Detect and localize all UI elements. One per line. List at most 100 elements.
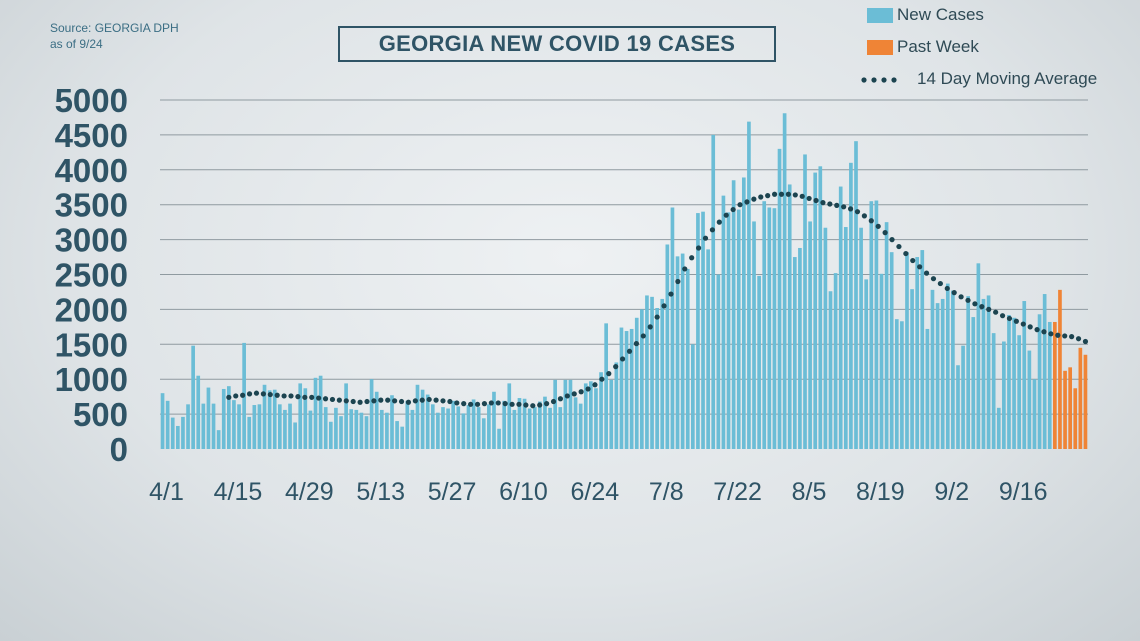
moving-average-point — [875, 223, 881, 229]
bar-past-week — [1063, 370, 1067, 449]
moving-average-point — [695, 245, 702, 251]
moving-average-point — [1048, 331, 1054, 337]
moving-average-point — [834, 202, 840, 208]
moving-average-point — [841, 204, 847, 210]
moving-average-point — [378, 397, 384, 403]
bar-past-week — [1078, 347, 1083, 449]
bar-new-cases — [379, 409, 384, 449]
moving-average-point — [827, 201, 833, 207]
bar-new-cases — [369, 379, 374, 449]
moving-average-point — [820, 200, 826, 206]
bar-new-cases — [272, 389, 277, 449]
bar-new-cases — [553, 379, 558, 449]
moving-average-point — [488, 400, 494, 406]
bar-new-cases — [303, 388, 308, 449]
moving-average-point — [854, 209, 861, 215]
bar-new-cases — [823, 227, 828, 449]
bar-new-cases — [323, 407, 328, 449]
bar-new-cases — [782, 113, 787, 450]
bar-new-cases — [1012, 317, 1016, 449]
bar-new-cases — [609, 379, 614, 449]
moving-average-point — [350, 398, 356, 405]
moving-average-point — [405, 399, 412, 405]
bar-new-cases — [685, 268, 690, 449]
bar-new-cases — [471, 399, 476, 449]
moving-average-point — [557, 396, 564, 402]
moving-average-point — [537, 402, 543, 408]
bar-new-cases — [675, 256, 680, 449]
moving-average-point — [267, 391, 273, 398]
moving-average-point — [253, 390, 260, 396]
moving-average-point — [716, 219, 722, 225]
moving-average-point — [806, 195, 812, 202]
source-note: Source: GEORGIA DPH as of 9/24 — [50, 20, 179, 52]
bar-new-cases — [1037, 314, 1042, 449]
bar-new-cases — [334, 407, 338, 449]
bar-new-cases — [660, 298, 665, 449]
legend-label-moving-average: 14 Day Moving Average — [917, 69, 1098, 88]
bar-new-cases — [634, 317, 639, 449]
bar-new-cases — [690, 344, 695, 449]
bar-new-cases — [1042, 294, 1047, 449]
bar-new-cases — [599, 372, 603, 449]
bar-new-cases — [900, 321, 904, 449]
moving-average-point — [751, 196, 757, 202]
moving-average-point — [847, 206, 854, 212]
moving-average-point — [288, 393, 294, 399]
y-tick-label: 3000 — [55, 222, 128, 259]
bar-new-cases — [1032, 379, 1037, 449]
bar-new-cases — [910, 289, 914, 449]
bar-new-cases — [762, 201, 767, 449]
bar-new-cases — [247, 416, 252, 449]
moving-average-point — [1013, 318, 1019, 324]
moving-average-point — [1020, 321, 1026, 327]
bar-new-cases — [359, 412, 364, 449]
y-tick-label: 2000 — [55, 291, 128, 328]
bar-new-cases — [777, 148, 782, 450]
bar-new-cases — [446, 408, 450, 449]
bar-new-cases — [1017, 335, 1022, 449]
bar-new-cases — [792, 257, 797, 449]
moving-average-point — [668, 291, 674, 297]
bar-new-cases — [385, 412, 389, 449]
bar-new-cases — [181, 416, 185, 449]
bar-new-cases — [267, 390, 272, 449]
bar-new-cases — [563, 379, 568, 449]
bar-new-cases — [364, 416, 369, 449]
bar-new-cases — [522, 398, 527, 449]
legend-label-past-week: Past Week — [897, 37, 979, 56]
bar-new-cases — [726, 212, 731, 449]
bar-new-cases — [645, 295, 649, 449]
bars-past-week — [1053, 289, 1088, 449]
moving-average-point — [447, 398, 453, 405]
bar-new-cases — [767, 207, 772, 449]
moving-average-point — [309, 394, 315, 400]
bar-new-cases — [298, 383, 303, 449]
bar-new-cases — [1022, 301, 1027, 449]
bar-new-cases — [497, 428, 501, 449]
moving-average-point — [999, 313, 1006, 319]
x-tick-label: 9/16 — [999, 478, 1048, 506]
moving-average-point — [1027, 324, 1033, 330]
moving-average-point — [585, 386, 591, 392]
moving-average-point — [440, 398, 446, 404]
bar-new-cases — [211, 403, 216, 449]
bar-new-cases — [237, 404, 241, 449]
y-tick-label: 3500 — [55, 187, 128, 224]
moving-average-point — [965, 297, 971, 303]
moving-average-point — [785, 191, 791, 197]
moving-average-point — [765, 193, 771, 199]
bars-new-cases — [160, 113, 1052, 450]
bar-new-cases — [517, 398, 522, 449]
bar-new-cases — [736, 209, 741, 449]
moving-average-point — [896, 243, 902, 250]
bar-new-cases — [532, 407, 537, 449]
bar-new-cases — [318, 375, 323, 449]
x-tick-label: 6/24 — [571, 478, 620, 506]
bar-new-cases — [614, 362, 619, 449]
bar-new-cases — [706, 249, 710, 449]
bar-new-cases — [221, 388, 226, 449]
bar-new-cases — [655, 308, 659, 449]
bar-new-cases — [262, 384, 267, 449]
bar-new-cases — [604, 323, 608, 449]
